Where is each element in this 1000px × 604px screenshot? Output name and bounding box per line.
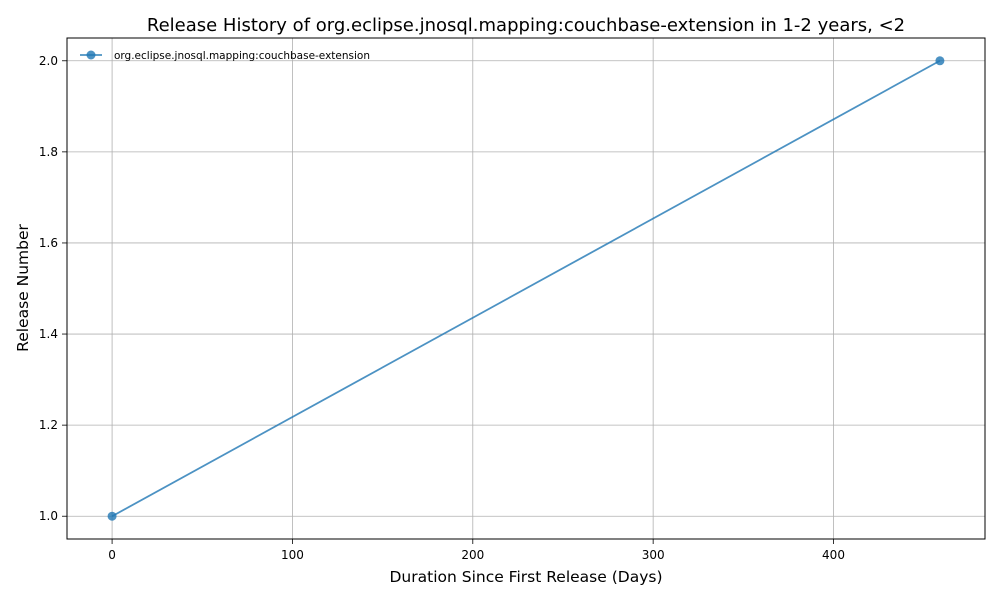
data-point: [107, 511, 117, 521]
chart-title: Release History of org.eclipse.jnosql.ma…: [147, 15, 905, 36]
y-tick-label: 1.4: [39, 327, 58, 341]
y-tick-label: 1.6: [39, 236, 58, 250]
x-tick-label: 0: [108, 548, 116, 562]
grid: [67, 38, 985, 539]
data-point: [935, 56, 945, 66]
y-axis-label: Release Number: [14, 224, 32, 352]
axis-ticks: 0 100 200 300 400 1.0 1.2 1.4 1.6 1.8 2.0: [39, 54, 845, 562]
x-tick-label: 100: [281, 548, 304, 562]
x-tick-label: 400: [822, 548, 845, 562]
y-tick-label: 1.2: [39, 418, 58, 432]
plot-frame: [66, 37, 986, 540]
x-tick-label: 200: [461, 548, 484, 562]
legend: org.eclipse.jnosql.mapping:couchbase-ext…: [80, 50, 370, 62]
y-tick-label: 1.0: [39, 509, 58, 523]
legend-marker: [86, 50, 96, 60]
x-tick-label: 300: [642, 548, 665, 562]
legend-label: org.eclipse.jnosql.mapping:couchbase-ext…: [114, 50, 370, 62]
x-axis-label: Duration Since First Release (Days): [389, 568, 662, 586]
y-tick-label: 1.8: [39, 145, 58, 159]
series-layer: [107, 56, 945, 521]
y-tick-label: 2.0: [39, 54, 58, 68]
series-line: [111, 59, 941, 518]
